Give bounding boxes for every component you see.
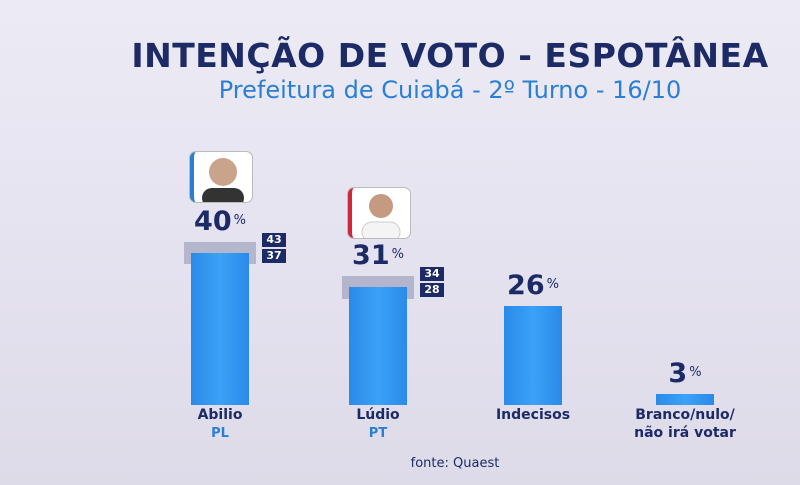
value-unit: % [391,246,404,262]
category-label: Branco/nulo/ não irá votar [634,407,736,441]
range-high: 43 [262,232,286,247]
value-label: 3% [635,358,735,389]
bar [349,287,407,405]
value-label: 40% [170,206,270,237]
category-label: Lúdio [356,407,400,423]
value-number: 26 [507,270,545,302]
value-label: 31% [328,240,428,271]
candidate-photo [190,152,252,202]
bar [656,393,714,405]
photo-art [361,194,401,238]
chart-subtitle: Prefeitura de Cuiabá - 2º Turno - 16/10 [218,76,682,104]
candidate-photo [348,188,410,238]
value-number: 31 [352,239,390,271]
bar [504,306,562,405]
value-unit: % [546,277,559,293]
range-high: 34 [420,266,444,281]
value-unit: % [233,212,246,228]
range-low: 37 [262,248,286,263]
value-number: 3 [668,357,688,389]
category-label: Abilio [197,407,243,423]
bar [191,253,249,405]
value-unit: % [689,364,702,380]
value-label: 26% [483,270,583,301]
party-label: PT [368,426,388,441]
photo-art [202,158,244,202]
value-number: 40 [194,205,232,237]
category-label: Indecisos [495,407,571,423]
chart-title: INTENÇÃO DE VOTO - ESPOTÂNEA [131,36,769,75]
source: fonte: Quaest [410,456,500,471]
range-low: 28 [420,282,444,297]
party-label: PL [211,426,229,441]
